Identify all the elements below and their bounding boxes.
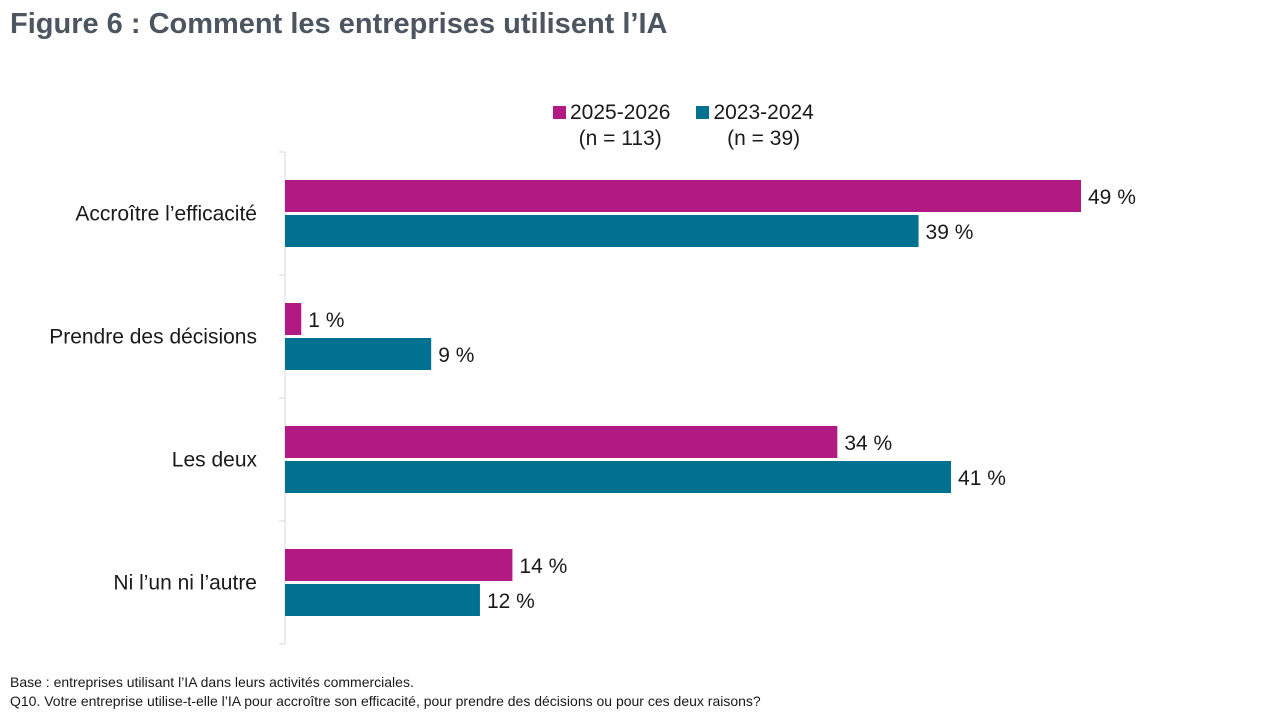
category-label-accro-tre-l-efficacit: Accroître l’efficacité: [75, 203, 257, 226]
base-note: Base : entreprises utilisant l’IA dans l…: [10, 674, 414, 690]
data-label-2025-2026-accro-tre-l-efficacit: 49 %: [1088, 186, 1136, 209]
data-label-2023-2024-les-deux: 41 %: [958, 467, 1006, 490]
data-label-2023-2024-prendre-des-d-cisions: 9 %: [438, 344, 474, 367]
bar-2023-2024-prendre-des-d-cisions: [285, 338, 432, 370]
bar-2023-2024-ni-l-un-ni-l-autre: [285, 584, 480, 616]
category-label-prendre-des-d-cisions: Prendre des décisions: [49, 326, 257, 349]
legend-item-2025-2026: 2025-2026 (n = 113): [553, 100, 670, 152]
question-note: Q10. Votre entreprise utilise-t-elle l’I…: [10, 693, 761, 709]
legend-label-2025-2026: 2025-2026: [570, 101, 671, 124]
bar-2025-2026-accro-tre-l-efficacit: [285, 180, 1082, 212]
data-label-2023-2024-accro-tre-l-efficacit: 39 %: [926, 221, 974, 244]
bar-2023-2024-les-deux: [285, 461, 952, 493]
legend-swatch-2023-2024: [696, 106, 710, 119]
legend-label-2023-2024: 2023-2024: [713, 101, 814, 124]
chart-notes: Base : entreprises utilisant l’IA dans l…: [10, 673, 761, 711]
chart-title: Figure 6 : Comment les entreprises utili…: [10, 8, 668, 40]
bar-2023-2024-accro-tre-l-efficacit: [285, 215, 919, 247]
data-label-2025-2026-les-deux: 34 %: [844, 432, 892, 455]
legend-item-2023-2024: 2023-2024 (n = 39): [696, 100, 814, 152]
legend-sublabel-2025-2026: (n = 113): [578, 127, 662, 150]
category-label-ni-l-un-ni-l-autre: Ni l’un ni l’autre: [113, 572, 257, 595]
bar-2025-2026-les-deux: [285, 426, 838, 458]
legend-swatch-2025-2026: [553, 106, 566, 119]
category-label-les-deux: Les deux: [172, 449, 258, 472]
data-label-2025-2026-ni-l-un-ni-l-autre: 14 %: [519, 555, 567, 578]
chart-legend: 2025-2026 (n = 113) 2023-2024 (n = 39): [553, 100, 814, 152]
bar-2025-2026-ni-l-un-ni-l-autre: [285, 549, 513, 581]
data-label-2025-2026-prendre-des-d-cisions: 1 %: [308, 309, 344, 332]
bar-2025-2026-prendre-des-d-cisions: [285, 303, 302, 335]
data-label-2023-2024-ni-l-un-ni-l-autre: 12 %: [487, 590, 535, 613]
legend-sublabel-2023-2024: (n = 39): [727, 127, 801, 150]
